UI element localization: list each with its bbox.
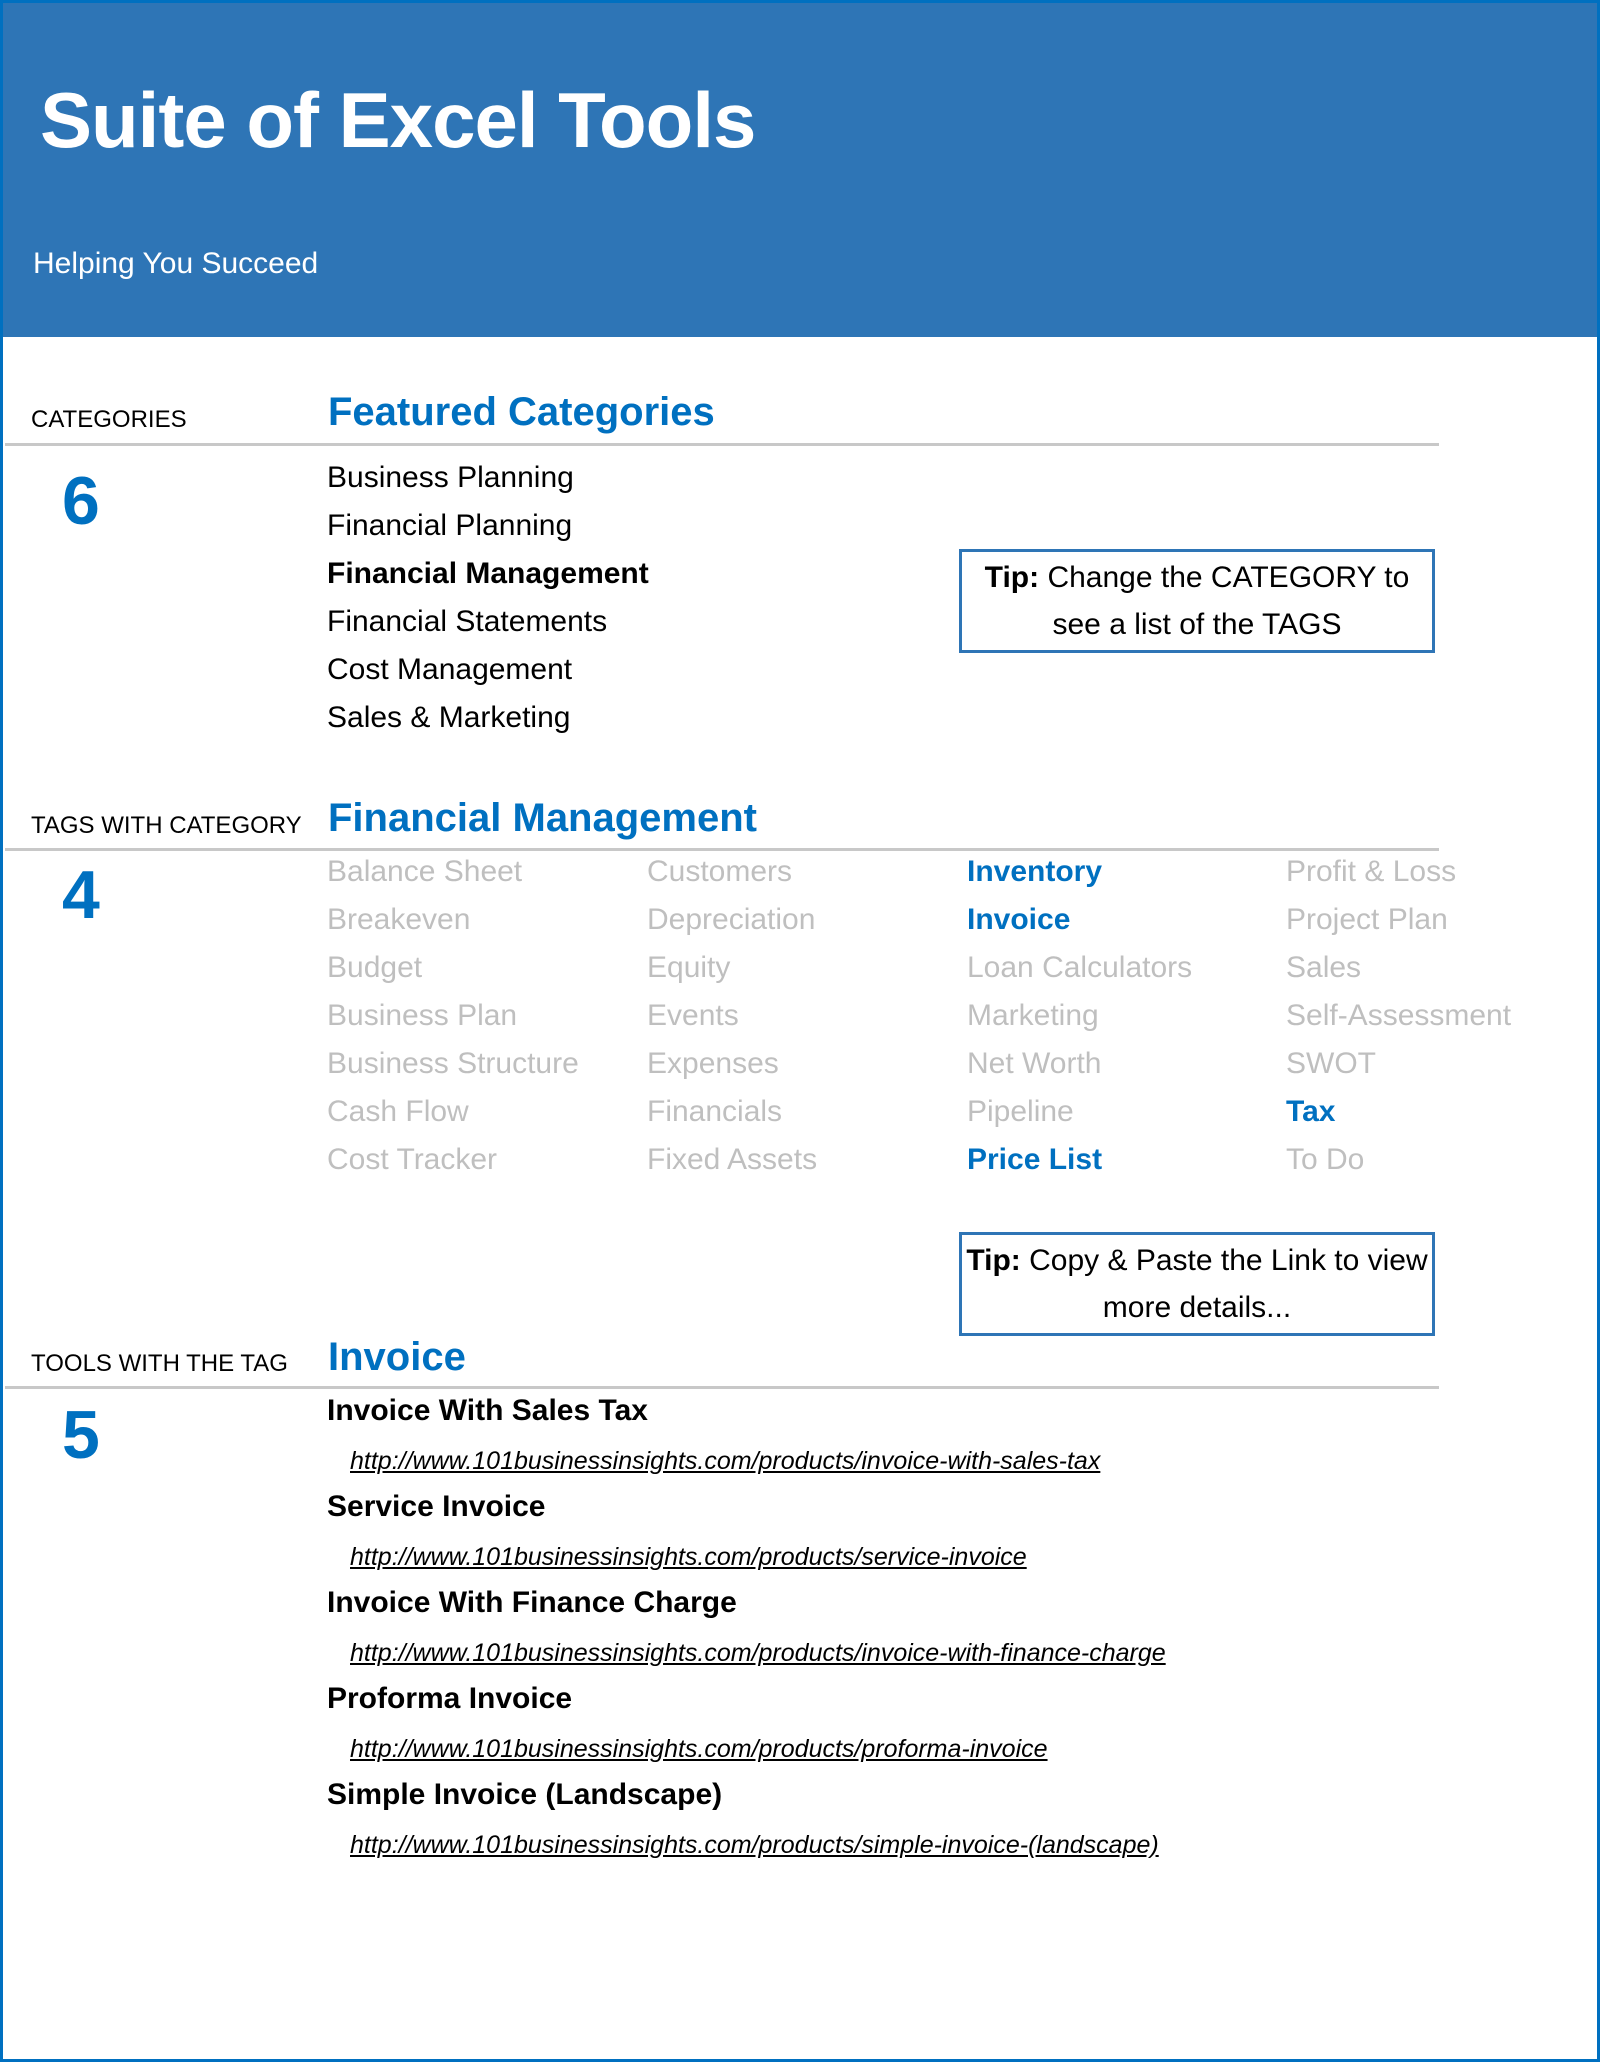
tag-item[interactable]: Invoice (967, 903, 1071, 936)
tag-item[interactable]: Cost Tracker (327, 1143, 498, 1176)
category-item[interactable]: Sales & Marketing (327, 701, 571, 734)
tool-link[interactable]: http://www.101businessinsights.com/produ… (350, 1639, 1166, 1667)
tag-item[interactable]: Business Structure (327, 1047, 579, 1080)
tag-item[interactable]: Expenses (647, 1047, 779, 1080)
tool-title: Service Invoice (327, 1490, 546, 1523)
tool-link[interactable]: http://www.101businessinsights.com/produ… (350, 1447, 1101, 1475)
tag-item[interactable]: Fixed Assets (647, 1143, 818, 1176)
tool-link[interactable]: http://www.101businessinsights.com/produ… (350, 1831, 1159, 1859)
tag-item[interactable]: Financials (647, 1095, 783, 1128)
tools-heading: Invoice (328, 1335, 466, 1379)
tools-count: 5 (62, 1397, 100, 1473)
tags-label: TAGS WITH CATEGORY (31, 812, 302, 839)
tip-bold: Tip: (984, 561, 1040, 594)
page-subtitle: Helping You Succeed (33, 247, 319, 280)
category-item[interactable]: Financial Statements (327, 605, 608, 638)
tag-item[interactable]: Self-Assessment (1286, 999, 1512, 1032)
categories-count: 6 (62, 463, 100, 539)
tools-label: TOOLS WITH THE TAG (31, 1350, 288, 1377)
tag-item[interactable]: Loan Calculators (967, 951, 1193, 984)
tool-link[interactable]: http://www.101businessinsights.com/produ… (350, 1735, 1048, 1763)
link-tip-box: Tip: Copy & Paste the Link to view more … (959, 1232, 1435, 1336)
tag-item[interactable]: Depreciation (647, 903, 816, 936)
tag-item[interactable]: Cash Flow (327, 1095, 469, 1128)
category-item[interactable]: Financial Planning (327, 509, 573, 542)
tag-item[interactable]: SWOT (1286, 1047, 1376, 1080)
tag-item[interactable]: Balance Sheet (327, 855, 523, 888)
tag-item[interactable]: To Do (1286, 1143, 1365, 1176)
category-item[interactable]: Business Planning (327, 461, 574, 494)
tool-title: Proforma Invoice (327, 1682, 573, 1715)
tag-item[interactable]: Net Worth (967, 1047, 1102, 1080)
tag-item[interactable]: Customers (647, 855, 793, 888)
tool-title: Invoice With Finance Charge (327, 1586, 737, 1619)
tool-title: Simple Invoice (Landscape) (327, 1778, 723, 1811)
tag-item[interactable]: Equity (647, 951, 731, 984)
tag-item[interactable]: Sales (1286, 951, 1362, 984)
tag-item[interactable]: Profit & Loss (1286, 855, 1457, 888)
tag-item[interactable]: Marketing (967, 999, 1099, 1032)
categories-heading: Featured Categories (328, 390, 715, 434)
tools-divider (5, 1386, 1439, 1389)
tag-item[interactable]: Price List (967, 1143, 1103, 1176)
category-item[interactable]: Financial Management (327, 557, 649, 590)
tag-item[interactable]: Events (647, 999, 739, 1032)
tip-bold: Tip: (966, 1244, 1021, 1277)
tool-link[interactable]: http://www.101businessinsights.com/produ… (350, 1543, 1027, 1571)
page-title: Suite of Excel Tools (40, 76, 756, 164)
categories-label: CATEGORIES (31, 406, 187, 433)
tag-item[interactable]: Pipeline (967, 1095, 1074, 1128)
tags-count: 4 (62, 857, 100, 933)
tag-item[interactable]: Tax (1286, 1095, 1336, 1128)
tag-item[interactable]: Business Plan (327, 999, 518, 1032)
tags-divider (5, 848, 1439, 851)
tags-heading: Financial Management (328, 796, 757, 840)
tag-item[interactable]: Breakeven (327, 903, 471, 936)
category-tip-box: Tip: Change the CATEGORY to see a list o… (959, 549, 1435, 653)
tag-item[interactable]: Project Plan (1286, 903, 1448, 936)
categories-divider (5, 443, 1439, 446)
tool-title: Invoice With Sales Tax (327, 1394, 648, 1427)
tag-item[interactable]: Inventory (967, 855, 1103, 888)
header-banner: Suite of Excel Tools Helping You Succeed (3, 3, 1597, 337)
tip-text: Copy & Paste the Link to view more detai… (1020, 1244, 1428, 1324)
category-item[interactable]: Cost Management (327, 653, 573, 686)
tag-item[interactable]: Budget (327, 951, 423, 984)
tip-text: Change the CATEGORY to see a list of the… (1039, 561, 1410, 641)
